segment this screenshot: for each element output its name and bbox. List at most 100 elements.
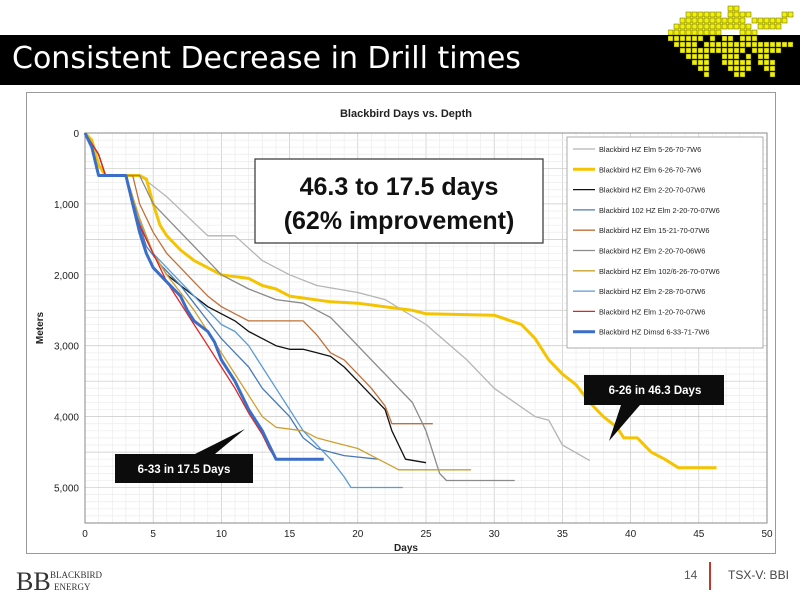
y-axis-label: Meters: [35, 311, 46, 344]
logo-pixel: [691, 41, 698, 48]
logo-pixel: [745, 29, 752, 36]
logo-pixel: [763, 17, 770, 24]
logo-pixel: [673, 23, 680, 30]
logo-pixel: [727, 35, 734, 42]
logo-pixel: [787, 41, 794, 48]
logo-pixel: [709, 41, 716, 48]
y-tick-label: 5,000: [54, 484, 79, 495]
logo-pixel: [745, 35, 752, 42]
logo-pixel: [668, 29, 674, 36]
logo-pixel: [721, 41, 728, 48]
brand-name-top: BLACKBIRD: [50, 570, 103, 580]
logo-pixel: [727, 47, 734, 54]
logo-pixel: [715, 41, 722, 48]
slide-title: Consistent Decrease in Drill times: [12, 41, 521, 76]
logo-pixel: [769, 23, 776, 30]
logo-pixel: [679, 47, 686, 54]
logo-pixel: [703, 11, 710, 18]
logo-pixel: [697, 35, 704, 42]
logo-pixel: [715, 23, 722, 30]
logo-pixel: [709, 11, 716, 18]
blackbird-pixel-logo: [668, 5, 794, 78]
series-line-7: [84, 132, 471, 471]
legend-label: Blackbird HZ Elm 6-26-70-7W6: [599, 165, 701, 174]
logo-pixel: [757, 23, 764, 30]
logo-pixel: [757, 47, 764, 54]
logo-pixel: [739, 29, 746, 36]
logo-pixel: [709, 47, 716, 54]
footer-divider: [709, 562, 711, 590]
logo-pixel: [733, 71, 740, 78]
logo-pixel: [703, 23, 710, 30]
legend-label: Blackbird HZ Elm 15-21-70-07W6: [599, 226, 710, 235]
improvement-callout: [254, 158, 544, 244]
chart-container: Blackbird Days vs. Depth 0 5 10 15 20 25 30 35 40…: [26, 92, 776, 554]
logo-pixel: [781, 41, 788, 48]
logo-pixel: [703, 17, 710, 24]
logo-pixel: [763, 41, 770, 48]
logo-pixel: [703, 65, 710, 72]
logo-pixel: [721, 47, 728, 54]
logo-pixel: [739, 35, 746, 42]
logo-pixel: [781, 17, 788, 24]
logo-pixel: [751, 41, 758, 48]
logo-pixel: [739, 11, 746, 18]
logo-pixel: [775, 41, 782, 48]
legend-label: Blackbird HZ Elm 2-20-70-07W6: [599, 186, 705, 195]
improvement-callout-text: (62% improvement): [284, 207, 515, 235]
logo-pixel: [697, 17, 704, 24]
logo-pixel: [781, 11, 788, 18]
logo-pixel: [745, 59, 752, 66]
logo-pixel: [769, 71, 776, 78]
logo-pixel: [745, 11, 752, 18]
y-tick-label: 2,000: [54, 271, 79, 282]
logo-pixel: [697, 59, 704, 66]
logo-pixel: [697, 47, 704, 54]
x-tick-label: 10: [216, 529, 228, 540]
y-tick-label: 0: [73, 129, 79, 140]
x-tick-label: 40: [625, 529, 637, 540]
improvement-callout-text: 46.3 to 17.5 days: [300, 173, 499, 201]
logo-pixel: [721, 53, 728, 60]
logo-pixel: [751, 35, 758, 42]
x-tick-label: 25: [420, 529, 432, 540]
logo-pixel: [673, 35, 680, 42]
logo-pixel: [709, 35, 716, 42]
y-tick-label: 4,000: [54, 413, 79, 424]
logo-pixel: [703, 53, 710, 60]
logo-pixel: [745, 41, 752, 48]
x-tick-label: 5: [150, 529, 156, 540]
logo-pixel: [715, 47, 722, 54]
logo-pixel: [739, 71, 746, 78]
logo-pixel: [727, 17, 734, 24]
logo-pixel: [763, 23, 770, 30]
logo-pixel: [727, 23, 734, 30]
legend-label: Blackbird HZ Elm 5-26-70-7W6: [599, 145, 701, 154]
series-line-6: [84, 132, 515, 482]
logo-pixel: [685, 53, 692, 60]
logo-pixel: [685, 47, 692, 54]
logo-pixel: [715, 17, 722, 24]
brand-name-bottom: ENERGY: [54, 582, 91, 592]
legend-label: Blackbird HZ Elm 2-28-70-07W6: [599, 287, 705, 296]
logo-pixel: [721, 17, 728, 24]
logo-pixel: [727, 53, 734, 60]
logo-pixel: [691, 17, 698, 24]
logo-pixel: [691, 23, 698, 30]
x-tick-label: 20: [352, 529, 364, 540]
plot-area: [84, 132, 768, 524]
logo-pixel: [757, 17, 764, 24]
logo-pixel: [739, 65, 746, 72]
logo-pixel: [685, 23, 692, 30]
x-tick-label: 50: [761, 529, 773, 540]
logo-pixel: [721, 59, 728, 66]
logo-pixel: [673, 41, 680, 48]
legend-label: Blackbird HZ Dimsd 6-33-71-7W6: [599, 328, 709, 337]
blackbird-energy-logo: BB BLACKBIRD ENERGY: [16, 567, 103, 596]
logo-pixel: [709, 29, 716, 36]
logo-pixel: [739, 47, 746, 54]
logo-pixel: [733, 17, 740, 24]
logo-pixel: [733, 59, 740, 66]
logo-pixel: [727, 5, 734, 12]
logo-pixel: [691, 53, 698, 60]
